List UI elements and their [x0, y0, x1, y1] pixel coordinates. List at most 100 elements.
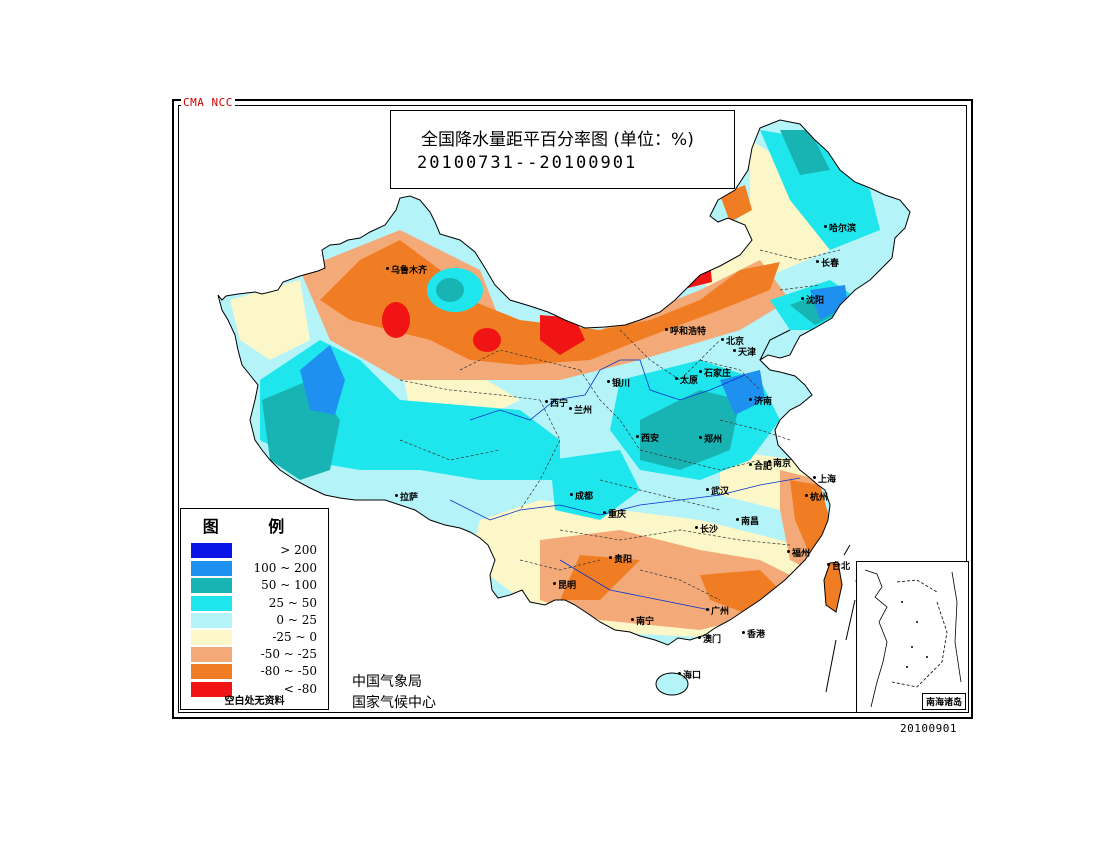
title-box: 全国降水量距平百分率图 (单位：%) 20100731--20100901: [390, 110, 735, 189]
date-range: 20100731--20100901: [417, 153, 638, 173]
city-label: 台北: [826, 559, 850, 572]
legend-swatch: [191, 613, 232, 628]
map-title: 全国降水量距平百分率图 (单位：%): [421, 130, 694, 150]
city-label: 拉萨: [394, 490, 418, 503]
legend-label: > 200: [280, 543, 317, 557]
inset-map: [864, 569, 962, 708]
inset-coastline: [951, 571, 962, 683]
city-label: 杭州: [804, 490, 828, 503]
legend-swatch: [191, 647, 232, 662]
region-cyan: [550, 450, 640, 520]
city-label: 福州: [786, 546, 810, 559]
city-label: 武汉: [705, 484, 729, 497]
city-label: 郑州: [698, 432, 722, 445]
city-label: 北京: [720, 334, 744, 347]
map-frame-outer: [172, 99, 973, 719]
region-teal: [436, 278, 464, 302]
region-teal: [640, 390, 740, 470]
legend-label: -50 ~ -25: [260, 647, 317, 661]
legend-row: 100 ~ 200: [191, 561, 321, 577]
region-blue: [810, 285, 848, 320]
legend-swatch: [191, 543, 232, 558]
legend-note: 空白处无资料: [224, 696, 285, 707]
legend-swatch: [191, 682, 232, 697]
city-label: 西宁: [544, 396, 568, 409]
province-borders: [399, 249, 841, 601]
legend-label: < -80: [283, 682, 317, 696]
watermark-label: CMA NCC: [181, 96, 235, 109]
legend-label: -25 ~ 0: [272, 630, 317, 644]
agency-name: 中国气象局: [352, 674, 422, 690]
region-red: [473, 328, 501, 352]
inset-label: 南海诸岛: [921, 693, 966, 710]
city-label: 兰州: [568, 403, 592, 416]
region-cyan: [760, 130, 880, 250]
legend-row: -50 ~ -25: [191, 647, 321, 663]
legend-row: > 200: [191, 543, 321, 559]
inset-islands: [901, 601, 928, 668]
legend-title: 图 例: [202, 517, 307, 536]
legend-row: -25 ~ 0: [191, 630, 321, 646]
city-label: 天津: [732, 345, 756, 358]
legend-swatch: [191, 630, 232, 645]
legend-label: 50 ~ 100: [261, 578, 317, 592]
city-label: 南昌: [735, 514, 759, 527]
footer-date: 20100901: [900, 722, 957, 735]
city-label: 石家庄: [698, 366, 731, 379]
region-blue: [300, 345, 345, 415]
rivers: [449, 359, 801, 611]
legend-label: -80 ~ -50: [260, 664, 317, 678]
yangtze-river: [449, 477, 801, 521]
city-label: 长沙: [694, 522, 718, 535]
legend-label: 0 ~ 25: [276, 613, 317, 627]
city-label: 沈阳: [800, 293, 824, 306]
inset-coastline: [864, 569, 888, 708]
region-orange: [560, 555, 640, 600]
city-label: 海口: [677, 668, 701, 681]
region-red: [382, 302, 410, 338]
city-label: 济南: [748, 394, 772, 407]
map-frame-inner: [178, 105, 967, 713]
region-orange: [790, 480, 830, 555]
hainan-island: [655, 672, 689, 696]
city-label: 昆明: [552, 578, 576, 591]
city-label: 太原: [674, 373, 698, 386]
city-label: 南京: [767, 456, 791, 469]
city-label: 重庆: [602, 507, 626, 520]
taiwan-island: [823, 561, 843, 613]
city-label: 长春: [815, 256, 839, 269]
yellow-river: [469, 359, 746, 421]
city-label: 合肥: [748, 459, 772, 472]
agency-subname: 国家气候中心: [352, 695, 436, 711]
south-china-sea-inset: 南海诸岛: [856, 561, 969, 713]
inset-boundary: [891, 579, 948, 688]
legend-row: 0 ~ 25: [191, 613, 321, 629]
city-label: 西安: [635, 431, 659, 444]
legend-label: 100 ~ 200: [253, 561, 318, 575]
legend-row: < -80: [191, 682, 321, 698]
bohai-coast: [759, 329, 791, 361]
region-orange: [320, 240, 780, 365]
river-south: [559, 559, 711, 611]
city-label: 上海: [812, 472, 836, 485]
legend-label: 25 ~ 50: [268, 596, 317, 610]
city-label: 南宁: [630, 614, 654, 627]
legend-swatch: [191, 664, 232, 679]
legend-row: 25 ~ 50: [191, 596, 321, 612]
city-label: 成都: [569, 489, 593, 502]
legend-box: 图 例 > 200 100 ~ 200 50 ~ 100 25 ~ 50 0 ~…: [180, 508, 329, 710]
region-red: [540, 315, 585, 355]
city-label: 乌鲁木齐: [385, 263, 427, 276]
region-teal: [780, 130, 830, 175]
city-label: 哈尔滨: [823, 221, 856, 234]
region-pale-yellow: [230, 280, 310, 360]
legend-row: -80 ~ -50: [191, 664, 321, 680]
city-label: 呼和浩特: [664, 324, 706, 337]
city-label: 澳门: [697, 632, 721, 645]
city-label: 银川: [606, 376, 630, 389]
city-label: 广州: [705, 604, 729, 617]
legend-swatch: [191, 596, 232, 611]
legend-row: 50 ~ 100: [191, 578, 321, 594]
legend-swatch: [191, 578, 232, 593]
